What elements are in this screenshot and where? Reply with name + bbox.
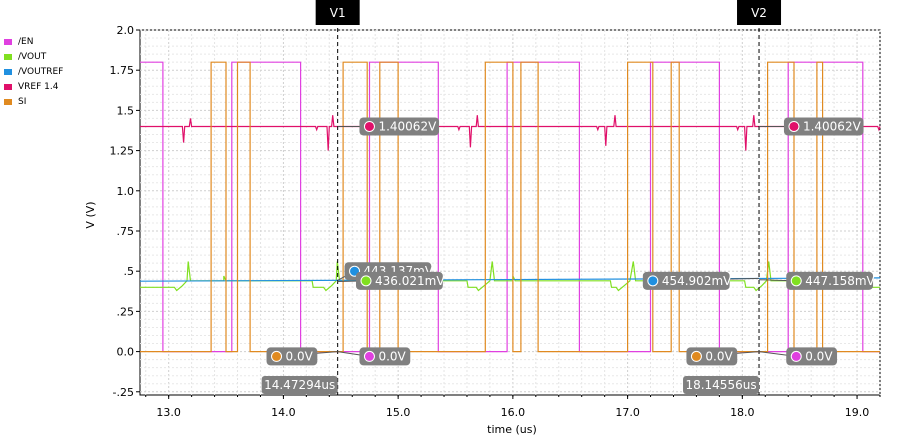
marker-dot [788, 120, 800, 132]
marker-box [356, 271, 443, 290]
cursor-readout-box [683, 376, 760, 394]
y-tick-label: 1.25 [110, 145, 135, 158]
marker-value: 0.0V [705, 349, 733, 363]
y-tick-label: 1.0 [117, 185, 135, 198]
marker-box [783, 117, 864, 136]
marker-value: 0.0V [286, 349, 314, 363]
cursor-label-v1: V1 [330, 6, 346, 20]
y-tick-label: .75 [117, 225, 135, 238]
x-tick-label: 17.0 [615, 406, 640, 419]
x-tick-label: 18.0 [730, 406, 755, 419]
marker-dot [363, 120, 375, 132]
y-tick-label: 0.0 [117, 346, 135, 359]
x-tick-label: 16.0 [501, 406, 526, 419]
legend-item: /VOUT [4, 49, 63, 64]
legend-swatch [4, 38, 12, 45]
marker-value: 1.40062V [803, 119, 862, 133]
legend-swatch [4, 83, 12, 90]
marker-value: 436.021mV [375, 274, 445, 288]
marker-dot [647, 275, 659, 287]
legend-swatch [4, 53, 12, 60]
marker-dot [790, 275, 802, 287]
legend-item: SI [4, 94, 63, 109]
legend-label: /VOUT [18, 51, 47, 62]
cursor-readout: 18.14556us [685, 378, 756, 392]
x-tick-label: 19.0 [845, 406, 870, 419]
y-tick-label: 2.0 [117, 24, 135, 37]
marker-dot [690, 350, 702, 362]
marker-value: 447.158mV [805, 274, 875, 288]
cursor-flag-v1 [315, 0, 360, 25]
marker-box [642, 271, 730, 290]
legend-swatch [4, 98, 12, 105]
legend-item: /VOUTREF [4, 64, 63, 79]
cursor-readout: 14.47294us [264, 378, 335, 392]
x-axis-label: time (us) [487, 423, 537, 436]
marker-dot [363, 350, 375, 362]
marker-dot [790, 350, 802, 362]
series-line-vref-1-4 [140, 115, 881, 151]
cursor-flag-v2 [737, 0, 782, 25]
legend-item: /EN [4, 34, 63, 49]
x-tick-label: 15.0 [386, 406, 411, 419]
cursor-readout-box [261, 376, 338, 394]
plot-frame [139, 29, 881, 396]
y-tick-label: .25 [117, 305, 135, 318]
y-tick-label: .5 [124, 265, 135, 278]
marker-box [786, 271, 874, 290]
legend-label: /EN [18, 36, 34, 47]
marker-value: 0.0V [378, 349, 406, 363]
y-axis-label: V (V) [84, 201, 97, 228]
legend-label: SI [18, 96, 27, 107]
y-tick-label: 1.75 [110, 64, 135, 77]
legend-label: VREF 1.4 [18, 81, 59, 92]
cursor-label-v2: V2 [751, 6, 767, 20]
x-tick-label: 14.0 [271, 406, 296, 419]
legend-item: VREF 1.4 [4, 79, 63, 94]
marker-dot [271, 350, 283, 362]
x-tick-label: 13.0 [156, 406, 181, 419]
y-tick-label: 1.5 [117, 104, 135, 117]
legend-swatch [4, 68, 12, 75]
series-line-si [140, 61, 880, 353]
marker-value: 1.40062V [378, 119, 437, 133]
marker-box [359, 117, 440, 136]
marker-value: 0.0V [805, 349, 833, 363]
legend-label: /VOUTREF [18, 66, 64, 77]
marker-value: 454.902mV [662, 274, 732, 288]
series-line-en [140, 61, 880, 353]
y-tick-label: -.25 [113, 386, 134, 399]
marker-dot [360, 275, 372, 287]
chart-legend: /EN/VOUT/VOUTREF VREF 1.4 SI [4, 34, 63, 109]
